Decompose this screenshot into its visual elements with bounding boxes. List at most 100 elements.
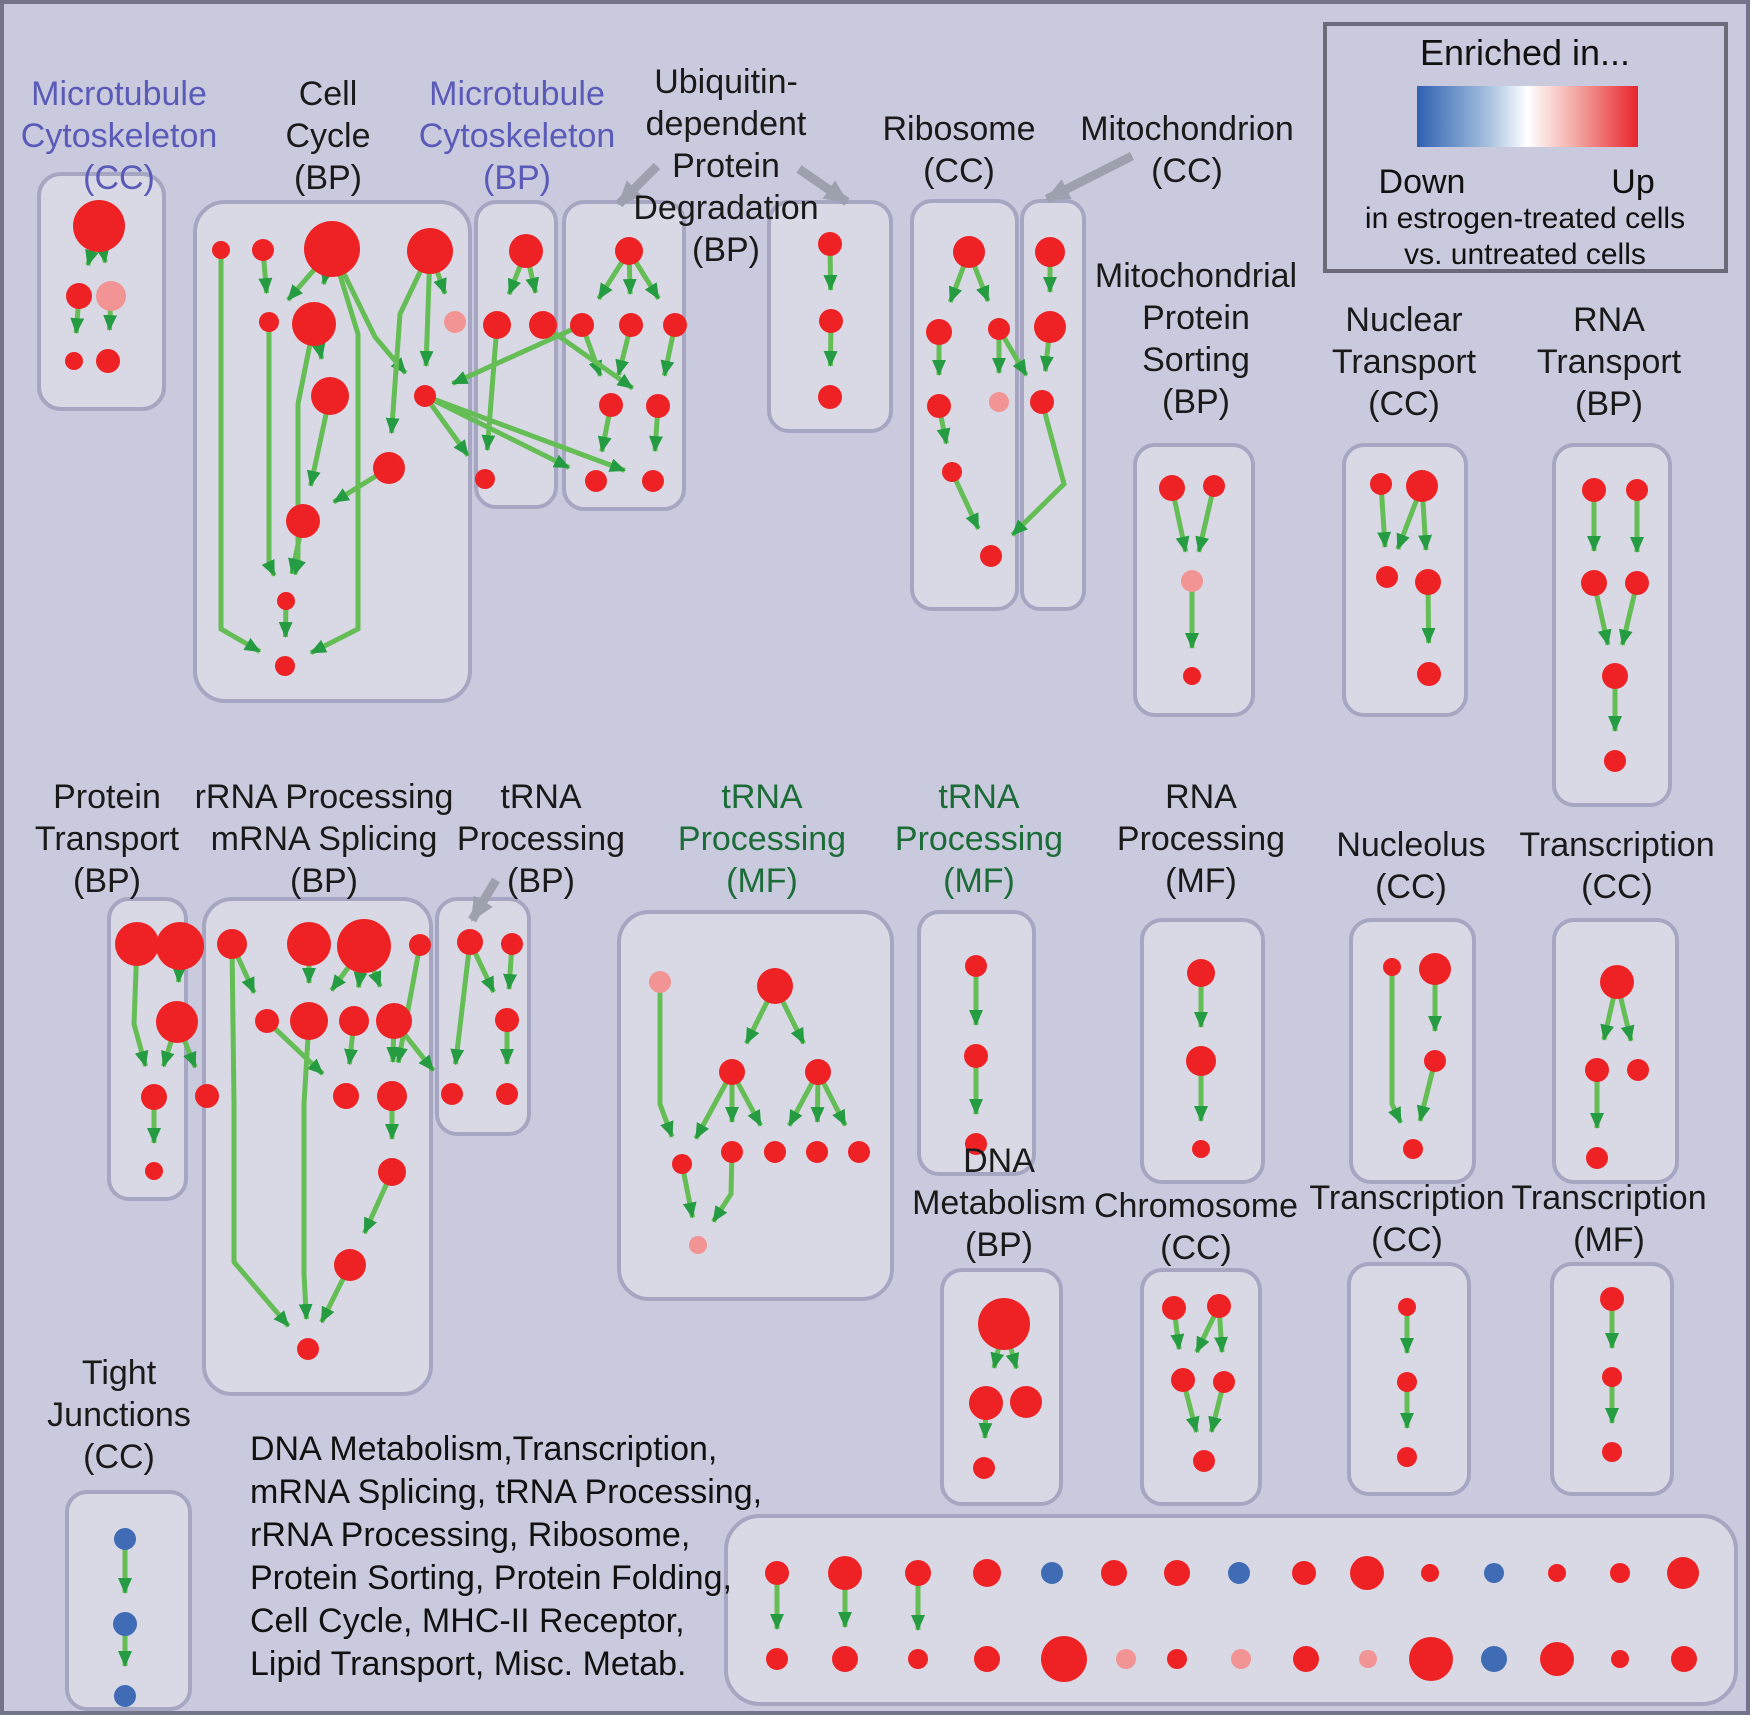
label-ribosome: Ribosome (CC) bbox=[882, 110, 1036, 190]
go-term-node-misc-9 bbox=[1350, 1556, 1384, 1590]
edge-arrow bbox=[711, 1151, 735, 1223]
edge-arrow bbox=[265, 1019, 325, 1076]
label-transcription-cc-bot: Transcription (CC) bbox=[1309, 1179, 1505, 1259]
go-term-node-cell_cycle-10 bbox=[286, 504, 320, 538]
go-term-node-misc-0 bbox=[765, 1561, 789, 1585]
go-term-node-cell_cycle-9 bbox=[373, 452, 405, 484]
go-term-node-chromosome-2 bbox=[1171, 1368, 1195, 1392]
go-term-node-mitochondrion-1 bbox=[1034, 311, 1066, 343]
label-transcription-cc-mid: Transcription (CC) bbox=[1519, 826, 1715, 906]
go-term-node-ubiquitin_a-6 bbox=[585, 470, 607, 492]
cluster-box-tight_junctions bbox=[65, 1490, 192, 1711]
label-tight-junctions: Tight Junctions (CC) bbox=[47, 1354, 191, 1476]
go-term-node-ribosome-5 bbox=[942, 462, 962, 482]
go-term-node-transcription_cc_bot-2 bbox=[1397, 1447, 1417, 1467]
go-term-node-transcription_cc_mid-0 bbox=[1600, 965, 1634, 999]
go-term-node-trna_mf_a-3 bbox=[805, 1059, 831, 1085]
go-term-node-tight_junctions-2 bbox=[114, 1685, 136, 1707]
cluster-box-nucleolus bbox=[1349, 918, 1476, 1184]
go-term-node-chromosome-3 bbox=[1213, 1371, 1235, 1393]
edge-arrow bbox=[541, 322, 635, 391]
edge-arrow bbox=[298, 1020, 313, 1321]
cluster-box-transcription_cc_mid bbox=[1552, 918, 1679, 1184]
label-ubiquitin: Ubiquitin- dependent Protein Degradation… bbox=[633, 63, 819, 269]
go-term-node-nuclear_transport-3 bbox=[1415, 569, 1441, 595]
go-term-node-trna_bp-2 bbox=[495, 1008, 519, 1032]
go-term-node-rna_transport-4 bbox=[1602, 663, 1628, 689]
go-term-node-misc-29 bbox=[1671, 1646, 1697, 1672]
go-term-node-transcription_cc_bot-0 bbox=[1398, 1298, 1416, 1316]
go-term-node-ribosome-0 bbox=[953, 236, 985, 268]
go-term-node-trna_mf_a-0 bbox=[649, 971, 671, 993]
label-trna-mf-a: tRNA Processing (MF) bbox=[677, 778, 847, 900]
go-term-node-transcription_cc_mid-1 bbox=[1585, 1058, 1609, 1082]
label-microtubule-cc: Microtubule Cytoskeleton (CC) bbox=[20, 75, 218, 197]
go-term-node-cell_cycle-12 bbox=[275, 656, 295, 676]
go-term-node-nuclear_transport-2 bbox=[1376, 566, 1398, 588]
legend-up-label: Up bbox=[1611, 163, 1655, 201]
go-term-node-misc-17 bbox=[908, 1649, 928, 1669]
go-term-node-misc-27 bbox=[1540, 1642, 1574, 1676]
go-term-node-ubiquitin_b-2 bbox=[818, 385, 842, 409]
label-rrna: rRNA Processing mRNA Splicing (BP) bbox=[194, 778, 454, 900]
go-term-node-ubiquitin_a-5 bbox=[646, 394, 670, 418]
edge-arrow bbox=[385, 249, 433, 435]
go-term-node-microtubule_cc-0 bbox=[73, 200, 125, 252]
cluster-box-dna_metab bbox=[940, 1268, 1063, 1506]
legend-title: Enriched in... bbox=[1419, 32, 1631, 73]
go-term-node-misc-28 bbox=[1611, 1650, 1629, 1668]
go-term-node-rrna-3 bbox=[409, 934, 431, 956]
label-trna-mf-b: tRNA Processing (MF) bbox=[894, 778, 1064, 900]
go-term-node-rrna-12 bbox=[334, 1249, 366, 1281]
go-term-node-chromosome-1 bbox=[1207, 1294, 1231, 1318]
go-term-node-ribosome-6 bbox=[980, 545, 1002, 567]
go-term-node-rrna-2 bbox=[337, 919, 391, 973]
go-term-node-rrna-10 bbox=[377, 1081, 407, 1111]
go-term-node-dna_metab-2 bbox=[1010, 1386, 1042, 1418]
go-term-node-rrna-9 bbox=[333, 1083, 359, 1109]
go-term-node-dna_metab-3 bbox=[973, 1457, 995, 1479]
go-term-node-rna_transport-0 bbox=[1582, 478, 1606, 502]
go-term-node-misc-13 bbox=[1610, 1563, 1630, 1583]
go-term-node-misc-12 bbox=[1548, 1564, 1566, 1582]
go-term-node-misc-2 bbox=[905, 1560, 931, 1586]
go-term-node-ubiquitin_a-2 bbox=[619, 313, 643, 337]
go-term-node-ubiquitin_a-0 bbox=[615, 237, 643, 265]
edge-arrow bbox=[423, 393, 571, 470]
go-term-node-transcription_mf-0 bbox=[1600, 1287, 1624, 1311]
go-term-node-trna_mf_a-8 bbox=[848, 1141, 870, 1163]
go-term-node-misc-8 bbox=[1292, 1561, 1316, 1585]
edge-arrow bbox=[450, 941, 473, 1066]
go-term-node-ubiquitin_a-1 bbox=[570, 313, 594, 337]
edge-arrow bbox=[1388, 967, 1404, 1124]
edge-arrow bbox=[261, 322, 277, 577]
go-term-node-nucleolus-2 bbox=[1424, 1050, 1446, 1072]
go-term-node-protein_transport-3 bbox=[141, 1084, 167, 1110]
edge-arrow bbox=[657, 982, 675, 1138]
edge-arrow bbox=[131, 943, 149, 1068]
cluster-box-rna_transport bbox=[1552, 443, 1672, 807]
go-term-node-nuclear_transport-0 bbox=[1370, 473, 1392, 495]
go-term-node-rrna-0 bbox=[217, 929, 247, 959]
go-term-node-chromosome-4 bbox=[1193, 1450, 1215, 1472]
go-term-node-microtubule_bp-1 bbox=[483, 311, 511, 339]
go-term-node-ubiquitin_b-1 bbox=[819, 309, 843, 333]
go-term-node-trna_mf_a-7 bbox=[806, 1141, 828, 1163]
go-term-node-misc-15 bbox=[766, 1648, 788, 1670]
label-dna-metab: DNA Metabolism (BP) bbox=[912, 1142, 1086, 1264]
go-term-node-rna_proc_mf-0 bbox=[1187, 959, 1215, 987]
edge-arrow bbox=[309, 248, 361, 656]
go-term-node-dna_metab-0 bbox=[978, 1298, 1030, 1350]
go-term-node-ribosome-2 bbox=[988, 318, 1010, 340]
go-term-node-rrna-5 bbox=[290, 1002, 328, 1040]
go-term-node-mitochondrion-2 bbox=[1030, 390, 1054, 414]
go-term-node-trna_mf_a-2 bbox=[719, 1059, 745, 1085]
go-term-node-protein_transport-2 bbox=[156, 1001, 198, 1043]
go-term-node-misc-6 bbox=[1164, 1560, 1190, 1586]
go-term-node-tight_junctions-1 bbox=[113, 1612, 137, 1636]
go-term-node-ribosome-3 bbox=[927, 394, 951, 418]
go-term-node-ubiquitin_a-7 bbox=[642, 470, 664, 492]
edge-arrow bbox=[218, 250, 262, 654]
go-term-node-cell_cycle-5 bbox=[292, 302, 336, 346]
cluster-box-ribosome bbox=[910, 199, 1019, 611]
